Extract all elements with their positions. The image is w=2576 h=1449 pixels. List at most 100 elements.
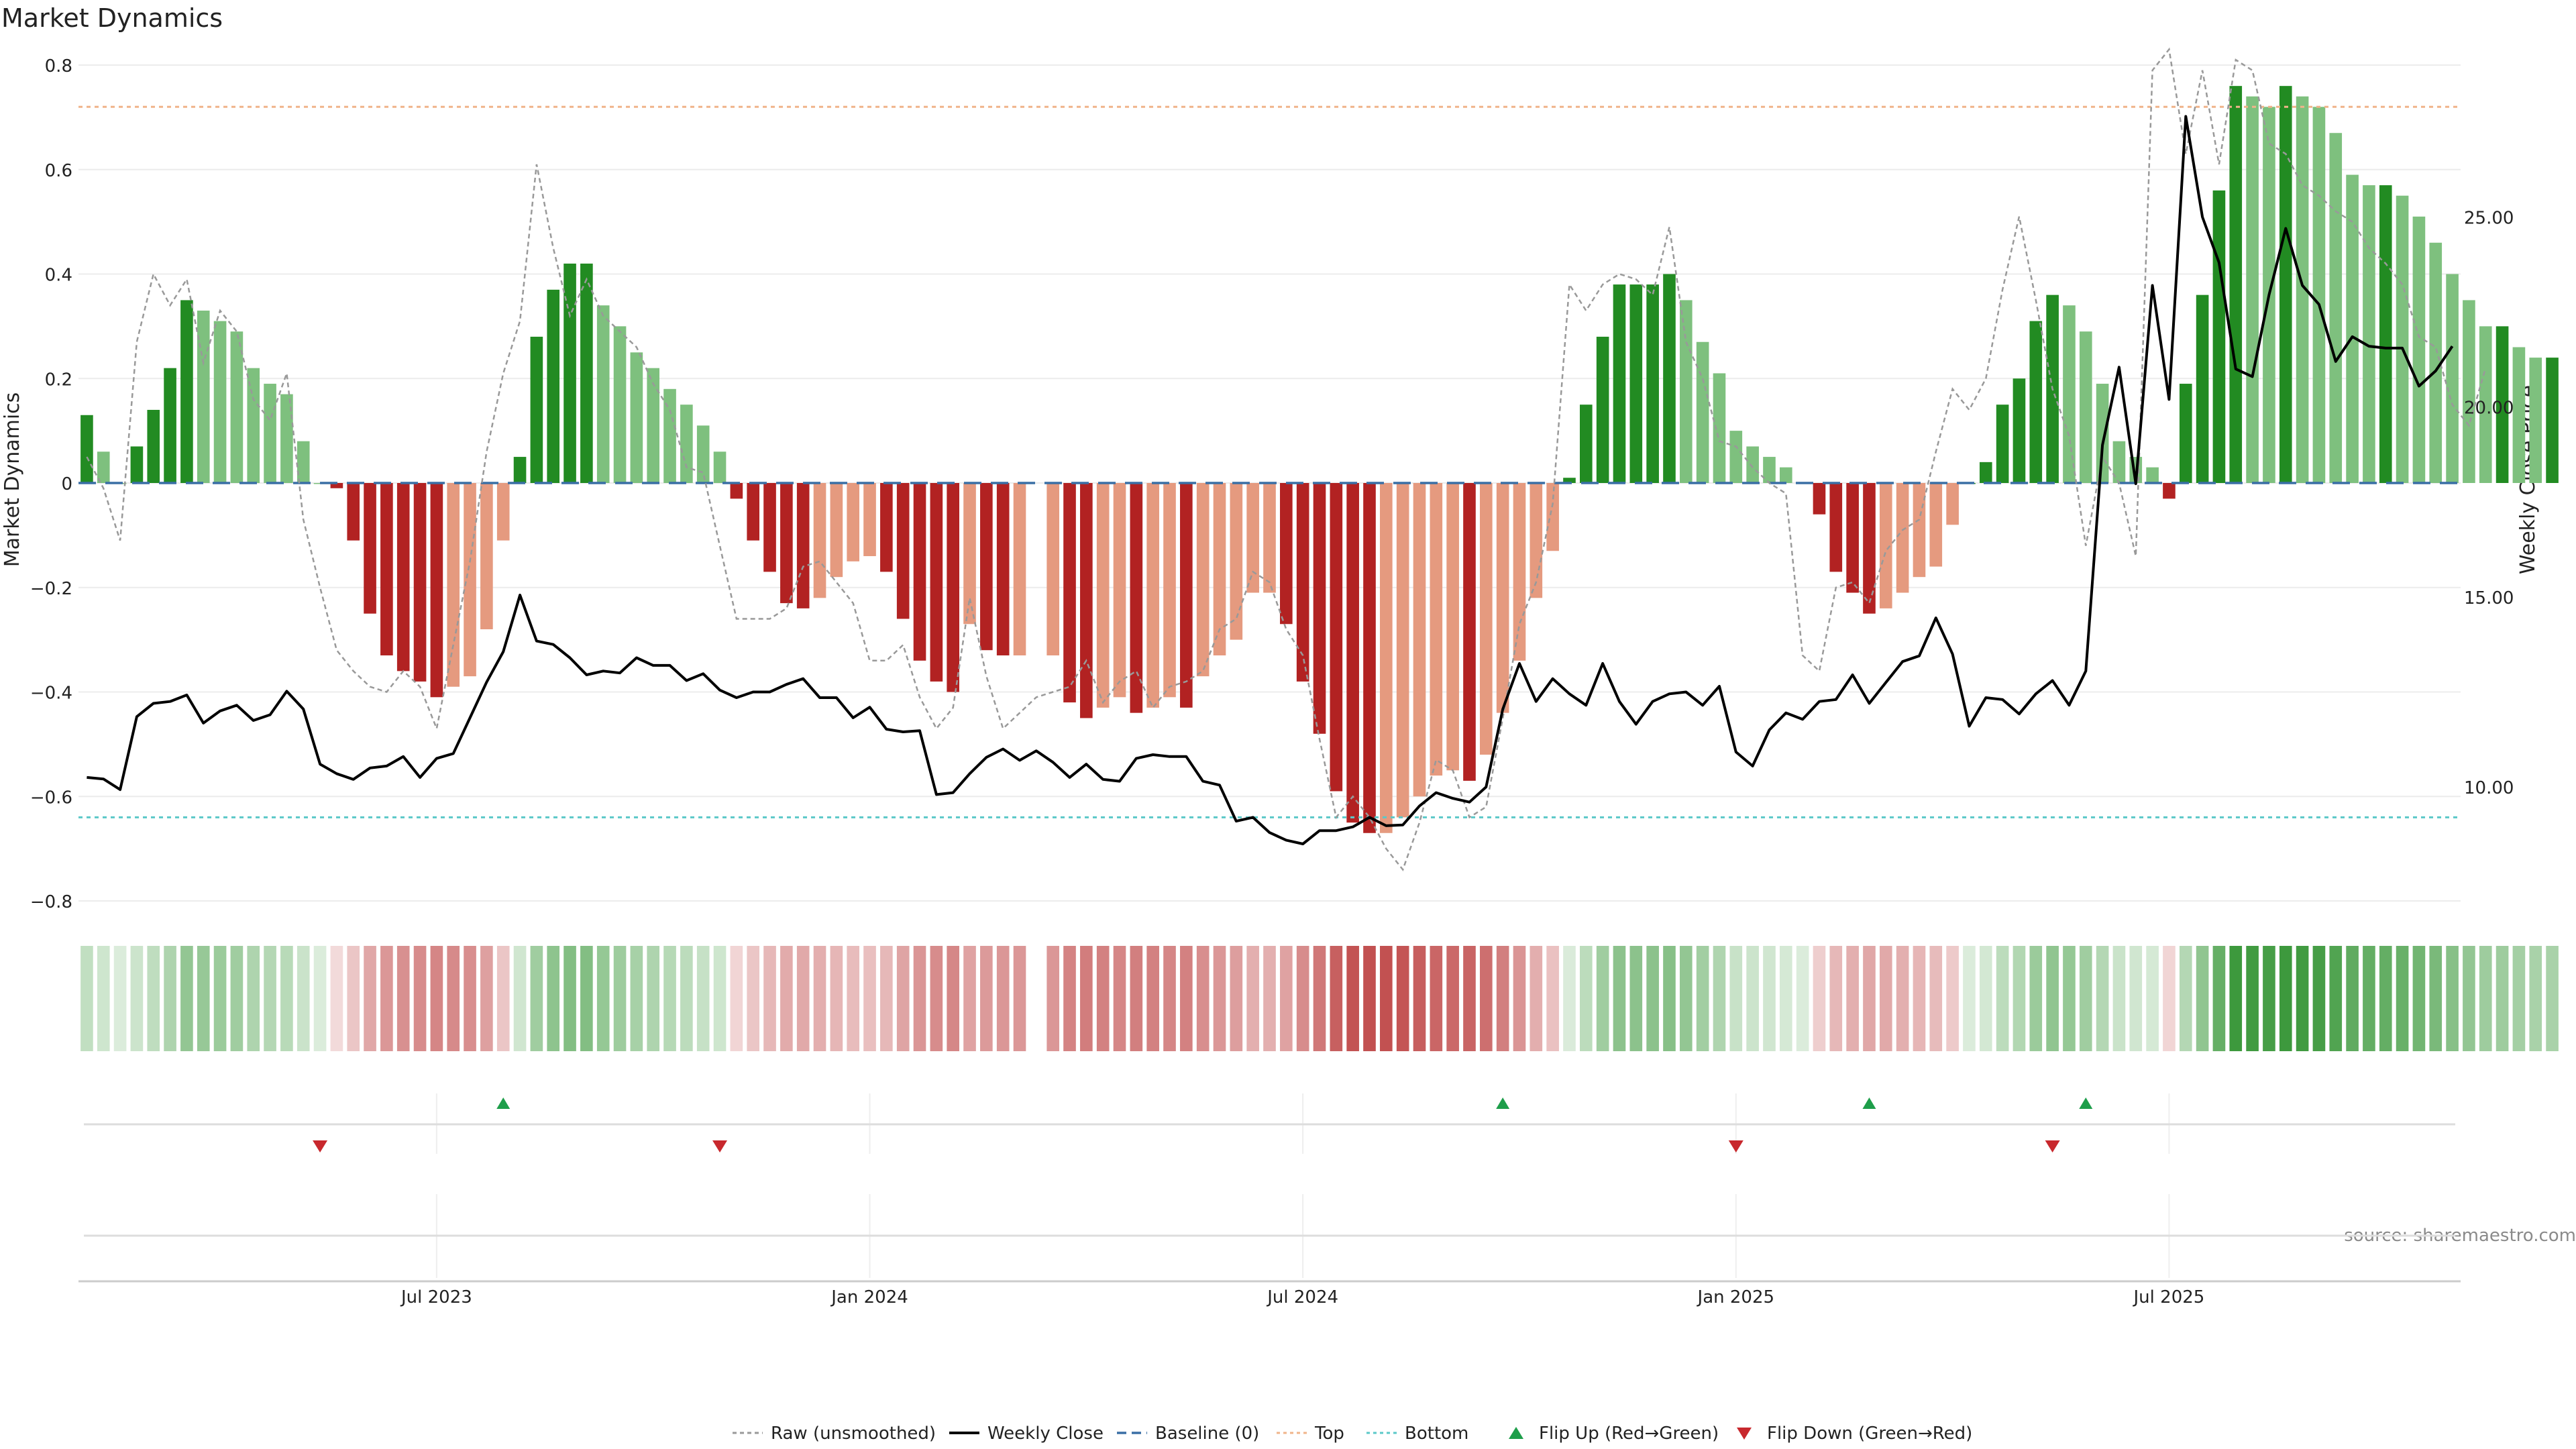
heat-cell — [2246, 946, 2259, 1051]
heat-cell — [564, 946, 576, 1051]
heat-cell — [1080, 946, 1093, 1051]
dynamics-bar — [513, 457, 527, 483]
dynamics-bar — [1496, 483, 1509, 713]
dynamics-bar — [896, 483, 910, 619]
heat-cell — [347, 946, 360, 1051]
heat-cell — [913, 946, 926, 1051]
dynamics-bar — [2346, 174, 2359, 483]
heat-cell — [180, 946, 193, 1051]
dynamics-bar — [1529, 483, 1543, 598]
heat-cell — [896, 946, 910, 1051]
dynamics-bar — [1163, 483, 1176, 698]
heat-cell — [613, 946, 627, 1051]
dynamics-bar — [2546, 358, 2559, 483]
dynamics-bar — [147, 409, 160, 483]
heat-cell — [364, 946, 376, 1051]
heat-cell — [2312, 946, 2326, 1051]
dynamics-bar — [1146, 483, 1159, 708]
heat-cell — [1579, 946, 1593, 1051]
heat-cell — [2329, 946, 2343, 1051]
heat-cell — [1363, 946, 1376, 1051]
dynamics-bar — [1513, 483, 1526, 661]
dynamics-bar — [1879, 483, 1892, 608]
heat-cell — [1263, 946, 1276, 1051]
lines-layer — [78, 47, 2487, 1152]
dynamics-bar — [1296, 483, 1309, 682]
dynamics-bar — [1946, 483, 1959, 525]
dynamics-bar — [1663, 274, 1676, 483]
y-tick-label: −0.8 — [30, 892, 72, 912]
dynamics-bar — [696, 425, 710, 483]
heat-cell — [2029, 946, 2043, 1051]
dynamics-bar — [2329, 133, 2343, 484]
heat-cell — [813, 946, 826, 1051]
chart-title: Market Dynamics — [1, 3, 223, 33]
heat-cell — [1113, 946, 1126, 1051]
heat-cell — [1330, 946, 1343, 1051]
dynamics-bar — [596, 305, 610, 483]
legend: Raw (unsmoothed) Weekly Close Baseline (0)… — [733, 1424, 1972, 1444]
heat-cell — [1430, 946, 1443, 1051]
heat-cell — [1629, 946, 1643, 1051]
heat-cell — [2046, 946, 2059, 1051]
dynamics-bar — [347, 483, 360, 541]
legend-label: Weekly Close — [987, 1424, 1104, 1444]
dynamics-bar — [1330, 483, 1343, 792]
dynamics-bar — [464, 483, 476, 677]
dynamics-bar — [1380, 483, 1393, 833]
dynamics-bar — [396, 483, 410, 672]
flip-down-marker — [1728, 1140, 1743, 1152]
y-axis-label: Market Dynamics — [1, 392, 24, 568]
y2-tick-label: 25.00 — [2464, 209, 2514, 229]
heat-cell — [2279, 946, 2292, 1051]
heat-cell — [796, 946, 810, 1051]
dynamics-bar — [1313, 483, 1326, 734]
dynamics-bar — [564, 263, 576, 483]
heat-cell — [1413, 946, 1426, 1051]
heat-cell — [80, 946, 93, 1051]
heat-cell — [264, 946, 276, 1051]
heat-cell — [830, 946, 843, 1051]
dynamics-bar — [1629, 284, 1643, 483]
heat-cell — [1180, 946, 1193, 1051]
dynamics-bar — [880, 483, 893, 572]
heat-cell — [1529, 946, 1543, 1051]
dynamics-bar — [2529, 358, 2542, 483]
legend-label: Baseline (0) — [1155, 1424, 1259, 1444]
heat-cell — [1796, 946, 1809, 1051]
heat-cell — [2412, 946, 2426, 1051]
dynamics-bar — [1996, 405, 2009, 483]
dynamics-bar — [963, 483, 976, 625]
dynamics-bar — [1080, 483, 1093, 718]
heat-cell — [2529, 946, 2542, 1051]
dynamics-bar — [2096, 384, 2109, 483]
heat-cell — [1963, 946, 1976, 1051]
y-tick-label: −0.2 — [30, 579, 72, 599]
heat-cell — [2163, 946, 2176, 1051]
heat-cell — [1463, 946, 1476, 1051]
legend-label: Flip Up (Red→Green) — [1539, 1424, 1719, 1444]
dynamics-bar — [547, 289, 560, 483]
dynamics-bar — [1130, 483, 1143, 713]
legend-label: Flip Down (Green→Red) — [1767, 1424, 1972, 1444]
heat-cell — [130, 946, 144, 1051]
heat-cell — [2196, 946, 2209, 1051]
dynamics-bar — [2179, 384, 2192, 483]
heat-cell — [280, 946, 293, 1051]
axis-layer: 0.8 0.6 0.4 0.2 0 −0.2 −0.4 −0.6 −0.8 25.00 20.00 1… — [30, 56, 2514, 1307]
heat-cell — [2096, 946, 2109, 1051]
dynamics-bar — [2063, 305, 2076, 483]
heat-cell — [2346, 946, 2359, 1051]
heat-cell — [2496, 946, 2509, 1051]
dynamics-bar — [2379, 185, 2392, 483]
heat-cell — [630, 946, 643, 1051]
dynamics-bar — [213, 321, 227, 483]
dynamics-bar — [1413, 483, 1426, 797]
heat-cell — [996, 946, 1010, 1051]
dynamics-bar — [2296, 96, 2309, 484]
dynamics-bar — [613, 326, 627, 483]
heat-cell — [1729, 946, 1743, 1051]
heat-cell — [1646, 946, 1659, 1051]
dynamics-bar — [197, 311, 210, 483]
